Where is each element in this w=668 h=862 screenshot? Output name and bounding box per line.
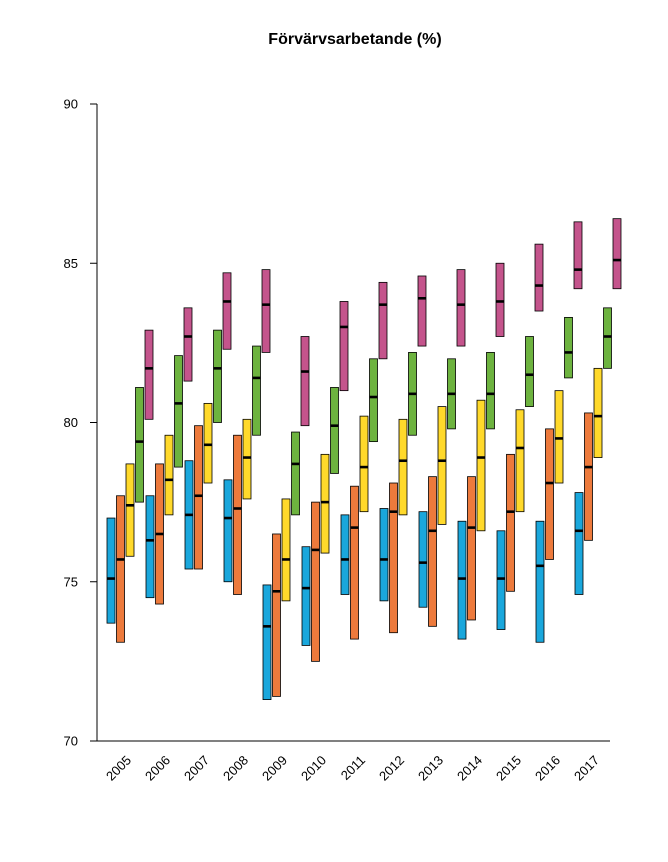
range-bar xyxy=(456,269,466,347)
range-bar xyxy=(233,434,242,595)
range-bar xyxy=(242,418,252,500)
y-tick-label: 90 xyxy=(64,97,78,112)
range-bar xyxy=(301,546,311,646)
x-tick-label: 2006 xyxy=(142,753,173,784)
x-tick-label: 2013 xyxy=(415,753,446,784)
range-bar xyxy=(223,479,233,583)
range-bar xyxy=(350,485,359,640)
range-bar xyxy=(437,406,447,525)
y-tick-label: 85 xyxy=(64,256,78,271)
range-bar xyxy=(144,329,154,420)
range-bar xyxy=(281,498,291,602)
range-bar xyxy=(125,463,135,557)
range-bar xyxy=(339,301,349,392)
range-bar xyxy=(584,412,593,541)
range-bar xyxy=(222,272,232,350)
range-bar xyxy=(506,453,515,592)
range-bar xyxy=(515,409,525,513)
range-bar xyxy=(203,402,213,484)
range-bar xyxy=(106,517,116,624)
x-tick-label: 2009 xyxy=(259,753,290,784)
range-bar xyxy=(330,387,339,474)
range-bar xyxy=(340,514,350,595)
range-bar xyxy=(369,358,378,443)
range-bar xyxy=(389,482,398,634)
y-tick-label: 70 xyxy=(64,734,78,749)
range-bar xyxy=(486,352,495,430)
range-bar xyxy=(398,418,408,516)
range-bar xyxy=(261,269,271,353)
range-bar xyxy=(457,520,467,640)
range-bar xyxy=(272,533,281,697)
range-bar xyxy=(213,329,222,423)
x-tick-label: 2015 xyxy=(493,753,524,784)
y-tick-label: 75 xyxy=(64,574,78,589)
range-bar xyxy=(145,495,155,599)
range-bar xyxy=(495,262,505,337)
range-bar xyxy=(603,307,612,369)
x-tick-label: 2012 xyxy=(376,753,407,784)
range-bar xyxy=(428,476,437,627)
range-bar xyxy=(116,495,125,643)
x-tick-label: 2008 xyxy=(220,753,251,784)
range-bar xyxy=(311,501,320,662)
range-bar xyxy=(164,434,174,516)
range-bar xyxy=(183,307,193,382)
range-bar xyxy=(262,584,272,700)
range-bar xyxy=(476,399,486,532)
range-bar xyxy=(378,281,388,360)
x-tick-label: 2005 xyxy=(103,753,134,784)
x-tick-label: 2011 xyxy=(338,753,368,783)
range-bar xyxy=(564,316,573,379)
range-bar xyxy=(574,492,584,595)
x-tick-label: 2010 xyxy=(298,753,329,784)
range-bar xyxy=(135,387,144,503)
y-tick-label: 80 xyxy=(64,415,78,430)
range-bar xyxy=(417,275,427,347)
range-bar xyxy=(359,415,369,513)
range-bar xyxy=(534,243,544,312)
range-bar xyxy=(467,476,476,621)
range-bar xyxy=(554,390,564,484)
x-tick-label: 2007 xyxy=(181,753,212,784)
range-bar xyxy=(525,336,534,407)
range-bar xyxy=(379,508,389,602)
range-bar xyxy=(194,425,203,570)
range-bar xyxy=(252,345,261,436)
range-bar xyxy=(545,428,554,560)
chart-title: Förvärvsarbetande (%) xyxy=(268,31,441,48)
range-bar xyxy=(612,218,622,290)
x-tick-label: 2014 xyxy=(454,753,485,784)
x-tick-label: 2016 xyxy=(532,753,563,784)
range-bar xyxy=(291,431,300,516)
range-bar xyxy=(174,355,183,468)
range-bars xyxy=(106,218,622,700)
range-bar xyxy=(496,530,506,630)
range-bar xyxy=(593,367,603,458)
range-bar xyxy=(320,453,330,554)
range-bar xyxy=(418,511,428,608)
range-bar xyxy=(300,336,310,427)
x-tick-label: 2017 xyxy=(571,753,602,784)
range-bar xyxy=(535,520,545,643)
range-bar xyxy=(573,221,583,290)
